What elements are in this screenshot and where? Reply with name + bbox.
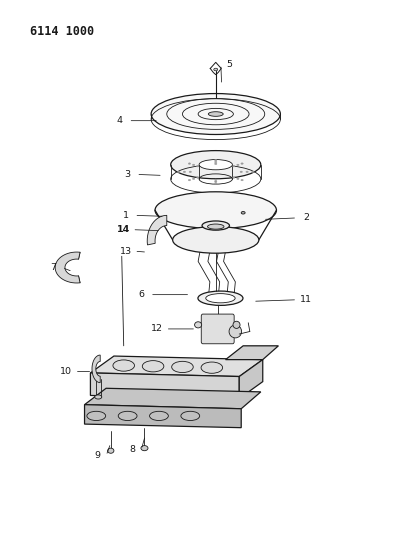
Ellipse shape [173, 227, 259, 253]
Ellipse shape [95, 395, 102, 399]
Ellipse shape [197, 165, 199, 167]
Ellipse shape [201, 362, 223, 373]
Ellipse shape [189, 171, 191, 173]
Polygon shape [226, 346, 278, 360]
Ellipse shape [215, 179, 217, 181]
Text: 4: 4 [117, 116, 123, 125]
Ellipse shape [233, 321, 240, 328]
Ellipse shape [241, 163, 243, 164]
Ellipse shape [208, 224, 224, 229]
Ellipse shape [150, 411, 169, 421]
Polygon shape [91, 373, 239, 399]
Text: 6: 6 [138, 290, 144, 299]
Ellipse shape [183, 171, 186, 173]
Ellipse shape [155, 192, 277, 229]
Ellipse shape [113, 360, 135, 371]
Ellipse shape [108, 448, 114, 453]
Ellipse shape [206, 294, 235, 303]
Ellipse shape [208, 112, 223, 116]
Ellipse shape [188, 163, 191, 164]
Ellipse shape [172, 361, 193, 373]
Ellipse shape [233, 177, 235, 178]
Polygon shape [55, 252, 80, 283]
Ellipse shape [188, 179, 191, 181]
Ellipse shape [198, 291, 243, 305]
Text: 7: 7 [50, 263, 56, 272]
Ellipse shape [240, 171, 242, 173]
Ellipse shape [141, 446, 148, 451]
Text: 11: 11 [300, 295, 312, 304]
Polygon shape [91, 356, 263, 376]
Text: 1: 1 [123, 211, 129, 220]
Text: 13: 13 [120, 247, 132, 256]
Polygon shape [84, 405, 241, 427]
Text: 10: 10 [60, 367, 72, 376]
Ellipse shape [142, 361, 164, 372]
Ellipse shape [215, 181, 217, 182]
Ellipse shape [237, 164, 239, 166]
Ellipse shape [252, 171, 254, 173]
Text: 6114 1000: 6114 1000 [30, 25, 94, 38]
Polygon shape [84, 388, 261, 409]
Text: 5: 5 [226, 60, 233, 69]
Ellipse shape [215, 159, 217, 161]
Ellipse shape [246, 171, 248, 173]
Ellipse shape [241, 212, 245, 214]
Text: 8: 8 [130, 445, 136, 454]
Text: 2: 2 [303, 213, 309, 222]
Text: 12: 12 [151, 325, 163, 334]
Polygon shape [92, 355, 100, 383]
Polygon shape [239, 360, 263, 399]
Ellipse shape [215, 163, 217, 165]
Ellipse shape [214, 68, 218, 71]
Ellipse shape [193, 178, 195, 180]
FancyBboxPatch shape [201, 314, 234, 344]
Text: 14: 14 [117, 225, 130, 234]
Ellipse shape [177, 171, 180, 173]
Ellipse shape [181, 411, 200, 421]
Ellipse shape [151, 94, 280, 134]
Ellipse shape [241, 179, 243, 181]
Polygon shape [147, 215, 167, 245]
Ellipse shape [87, 411, 106, 421]
Ellipse shape [171, 151, 261, 179]
Ellipse shape [118, 411, 137, 421]
Text: 9: 9 [95, 451, 100, 461]
Text: 3: 3 [124, 170, 131, 179]
Ellipse shape [233, 165, 235, 167]
Ellipse shape [193, 164, 195, 166]
Ellipse shape [197, 177, 199, 178]
Ellipse shape [215, 183, 217, 184]
Ellipse shape [202, 221, 229, 230]
Ellipse shape [229, 325, 242, 338]
Ellipse shape [199, 159, 233, 170]
Ellipse shape [195, 322, 202, 328]
Ellipse shape [237, 178, 239, 180]
Ellipse shape [215, 161, 217, 163]
